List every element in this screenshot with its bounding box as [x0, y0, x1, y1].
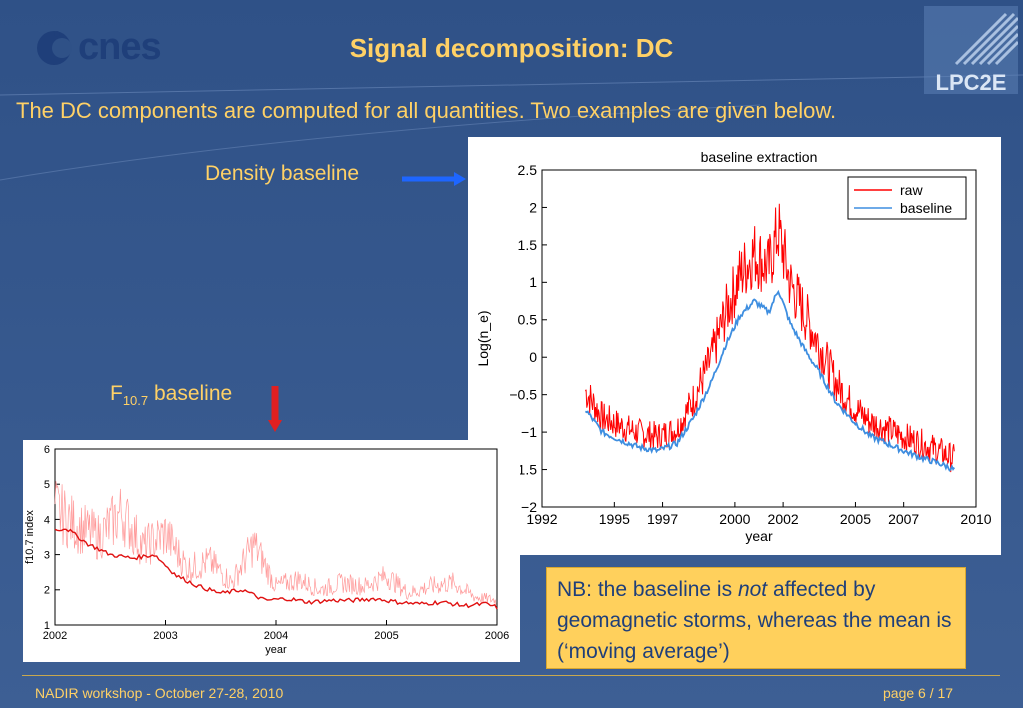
footer-left: NADIR workshop - October 27-28, 2010: [35, 685, 284, 701]
f107-baseline-line: [54, 528, 498, 610]
cnes-logo: cnes: [30, 22, 190, 72]
x-tick-label: 2004: [264, 630, 288, 642]
y-tick-label: 5: [44, 479, 50, 491]
x-tick-label: 2007: [888, 511, 919, 527]
density-baseline-label: Density baseline: [205, 162, 360, 185]
density-chart-figure: 1992 1995 1997 2000 2002 2005 2007 2010 2.5 2 1.5 1…: [468, 137, 1001, 555]
x-tick-label: 2005: [374, 630, 398, 642]
y-tick-label: −0.5: [509, 387, 537, 403]
legend-box: [847, 176, 967, 220]
y-tick-label: 0.5: [518, 312, 538, 328]
x-tick-label: 2002: [768, 511, 799, 527]
y-tick-label: 4: [44, 514, 50, 526]
density-chart: 1992 1995 1997 2000 2002 2005 2007 2010 2.5 2 1.5 1…: [475, 149, 992, 544]
f107-label-main: F: [110, 382, 123, 405]
y-tick-label: −2: [521, 499, 537, 515]
f107-baseline-label: F10.7 baseline: [110, 382, 232, 408]
footer-divider: [22, 675, 1000, 676]
y-tick-label: 0: [529, 349, 537, 365]
legend-baseline-label: baseline: [900, 200, 952, 216]
y-axis-label: f10.7 index: [24, 510, 36, 564]
f107-label-sub: 10.7: [122, 393, 149, 409]
red-arrow-icon: [268, 386, 282, 432]
note-box: NB: the baseline is not affected by geom…: [546, 567, 966, 669]
cnes-logo-text: cnes: [78, 26, 162, 68]
note-emphasis: not: [737, 578, 768, 601]
slide-title: Signal decomposition: DC: [349, 33, 674, 63]
blue-arrow-icon: [402, 172, 466, 186]
y-tick-label: 2.5: [518, 162, 538, 178]
cnes-logo-icon: [37, 31, 72, 65]
x-tick-label: 2002: [43, 630, 67, 642]
plot-area: [54, 448, 498, 626]
x-axis-label: year: [265, 644, 287, 656]
x-tick-label: 2000: [719, 511, 750, 527]
lpc2e-logo: LPC2E: [924, 6, 1018, 94]
x-axis-label: year: [745, 528, 773, 544]
x-tick-label: 1995: [599, 511, 630, 527]
f107-chart-figure: 2002 2003 2004 2005 2006 6 5 4 3 2 1 year f10.7 inde…: [23, 440, 520, 662]
x-tick-label: 2003: [153, 630, 177, 642]
y-tick-label: 2: [529, 199, 537, 215]
y-tick-label: 6: [44, 444, 50, 456]
f107-label-tail: baseline: [148, 382, 233, 405]
x-tick-label: 2010: [960, 511, 991, 527]
y-tick-label: 2: [44, 585, 50, 597]
y-tick-label: 3: [44, 549, 50, 561]
y-tick-label: 1: [44, 620, 50, 632]
x-tick-label: 2006: [485, 630, 509, 642]
raw-series-line: [584, 203, 955, 473]
x-tick-label: 1992: [526, 511, 557, 527]
x-tick-label: 2005: [840, 511, 871, 527]
baseline-series-line: [584, 289, 956, 472]
note-post: affected by geomagnetic storms, whereas …: [557, 578, 952, 663]
f107-raw-line: [54, 481, 497, 605]
x-tick-label: 1997: [647, 511, 678, 527]
intro-text: The DC components are computed for all q…: [16, 98, 837, 123]
y-tick-label: −1: [521, 424, 537, 440]
f107-chart: 2002 2003 2004 2005 2006 6 5 4 3 2 1 year f10.7 inde…: [24, 444, 509, 656]
y-tick-label: 1: [529, 274, 537, 290]
lpc2e-logo-text: LPC2E: [936, 70, 1007, 94]
y-axis-label: Log(n_e): [475, 310, 491, 366]
note-pre: NB: the baseline is: [557, 578, 738, 601]
footer-page-number: page 6 / 17: [883, 685, 954, 701]
chart-title: baseline extraction: [701, 149, 818, 165]
legend-raw-label: raw: [900, 182, 923, 198]
plot-area: [541, 169, 977, 508]
y-tick-label: 1.5: [518, 237, 538, 253]
